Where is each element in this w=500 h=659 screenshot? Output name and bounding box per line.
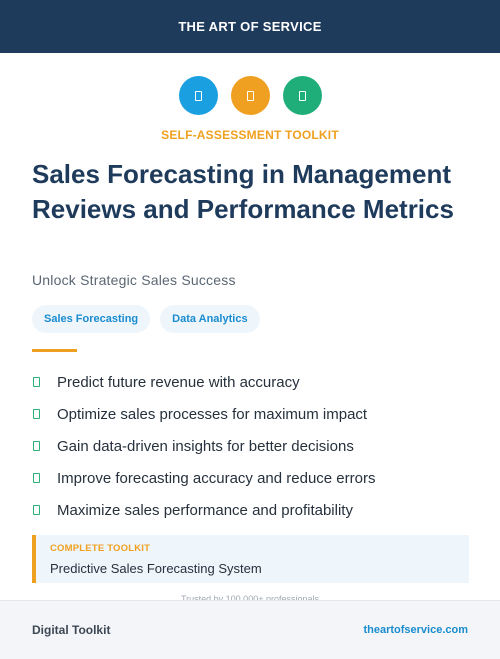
benefit-text: Maximize sales performance and profitabi… (57, 501, 353, 519)
check-icon (33, 377, 40, 387)
footer-link[interactable]: theartofservice.com (363, 624, 468, 636)
list-item: Optimize sales processes for maximum imp… (32, 398, 375, 430)
document-icon (298, 90, 306, 101)
benefit-text: Optimize sales processes for maximum imp… (57, 405, 368, 423)
icon-circle-green (282, 76, 322, 115)
subtitle: Unlock Strategic Sales Success (32, 272, 236, 288)
header-bar: THE ART OF SERVICE (0, 0, 500, 53)
list-item: Improve forecasting accuracy and reduce … (32, 462, 375, 494)
trusted-note: Trusted by 100,000+ professionals (180, 594, 319, 600)
benefit-text: Improve forecasting accuracy and reduce … (57, 469, 376, 487)
list-item: Gain data-driven insights for better dec… (32, 430, 375, 462)
list-item: Predict future revenue with accuracy (32, 366, 375, 398)
toolkit-card: COMPLETE TOOLKIT Predictive Sales Foreca… (32, 535, 469, 583)
tag-sales-forecasting: Sales Forecasting (32, 305, 151, 333)
document-icon (194, 90, 202, 101)
card-text: Predictive Sales Forecasting System (50, 561, 262, 576)
list-item: Maximize sales performance and profitabi… (32, 494, 375, 526)
tag-list: Sales Forecasting Data Analytics (32, 305, 260, 333)
kicker-label: SELF-ASSESSMENT TOOLKIT (161, 128, 339, 142)
page-title: Sales Forecasting in Management Reviews … (32, 159, 454, 224)
tag-data-analytics: Data Analytics (160, 305, 260, 333)
footer-label: Digital Toolkit (32, 623, 111, 637)
icon-row (0, 76, 500, 115)
check-icon (33, 409, 40, 419)
check-icon (33, 441, 40, 451)
document-icon (246, 90, 254, 101)
brand-name: THE ART OF SERVICE (178, 19, 322, 34)
card-label: COMPLETE TOOLKIT (50, 543, 151, 554)
footer: Digital Toolkit theartofservice.com (0, 600, 500, 659)
benefit-list: Predict future revenue with accuracy Opt… (32, 366, 375, 526)
check-icon (33, 505, 40, 515)
benefit-text: Gain data-driven insights for better dec… (57, 437, 354, 455)
icon-circle-orange (230, 76, 270, 115)
accent-divider (32, 349, 77, 352)
benefit-text: Predict future revenue with accuracy (57, 373, 300, 391)
check-icon (33, 473, 40, 483)
icon-circle-blue (178, 76, 218, 115)
